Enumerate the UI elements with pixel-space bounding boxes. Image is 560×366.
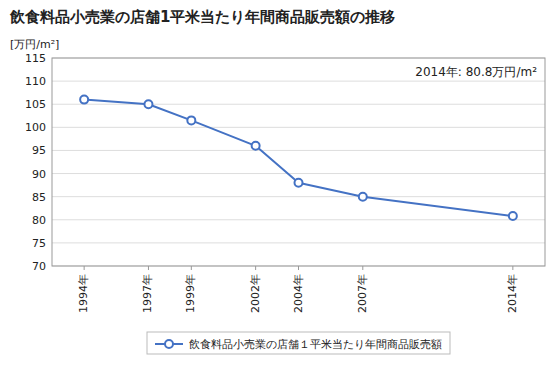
x-tick	[362, 266, 363, 270]
annotation: 2014年: 80.8万円/m²	[415, 65, 537, 79]
x-tick-label: 2004年	[292, 274, 305, 313]
grid-line	[52, 173, 545, 174]
y-tick-label: 90	[32, 168, 46, 181]
grid-line	[52, 150, 545, 151]
x-tick-label: 1999年	[184, 274, 197, 313]
grid-line	[52, 219, 545, 220]
y-tick-label: 100	[25, 121, 46, 134]
chart-container: 飲食料品小売業の店舗1平米当たり年間商品販売額の推移 [万円/m²] 70 75 80 8…	[0, 0, 560, 366]
y-axis-label: [万円/m²]	[10, 38, 59, 51]
point	[144, 100, 152, 108]
plot-frame	[52, 58, 545, 266]
y-tick-label: 85	[32, 191, 46, 204]
point	[252, 142, 260, 150]
x-tick	[255, 266, 256, 270]
x-tick	[298, 266, 299, 270]
plot-area	[80, 96, 517, 220]
x-tick-label: 2007年	[356, 274, 369, 313]
y-tick-label: 115	[25, 52, 46, 65]
point	[509, 212, 517, 220]
y-tick-label: 80	[32, 214, 46, 227]
legend-marker	[165, 340, 173, 348]
y-tick-label: 110	[25, 75, 46, 88]
grid-line	[52, 127, 545, 128]
point	[359, 193, 367, 201]
x-tick-label: 2014年	[506, 274, 519, 313]
y-tick-label: 70	[32, 260, 46, 273]
x-tick-label: 1997年	[141, 274, 154, 313]
title: 飲食料品小売業の店舗1平米当たり年間商品販売額の推移	[9, 8, 395, 26]
x-tick	[84, 266, 85, 270]
x-tick	[512, 266, 513, 270]
legend-box	[147, 332, 450, 354]
grid-line	[52, 104, 545, 105]
point	[80, 96, 88, 104]
grid-line	[52, 81, 545, 82]
legend-label: 飲食料品小売業の店舗１平米当たり年間商品販売額	[189, 338, 442, 351]
x-tick	[148, 266, 149, 270]
legend-items: 飲食料品小売業の店舗１平米当たり年間商品販売額	[155, 338, 442, 351]
grid-line	[52, 242, 545, 243]
grid-line	[52, 196, 545, 197]
y-tick-label: 105	[25, 98, 46, 111]
series-line	[84, 100, 513, 216]
chart: 飲食料品小売業の店舗1平米当たり年間商品販売額の推移 [万円/m²] 70 75 80 8…	[0, 0, 560, 366]
grid	[52, 58, 545, 266]
point	[187, 116, 195, 124]
point	[295, 179, 303, 187]
y-tick-label: 75	[32, 237, 46, 250]
legend: 飲食料品小売業の店舗１平米当たり年間商品販売額	[147, 332, 450, 354]
y-tick-label: 95	[32, 144, 46, 157]
x-tick-label: 2002年	[249, 274, 262, 313]
x-tick-label: 1994年	[77, 274, 90, 313]
x-tick	[191, 266, 192, 270]
